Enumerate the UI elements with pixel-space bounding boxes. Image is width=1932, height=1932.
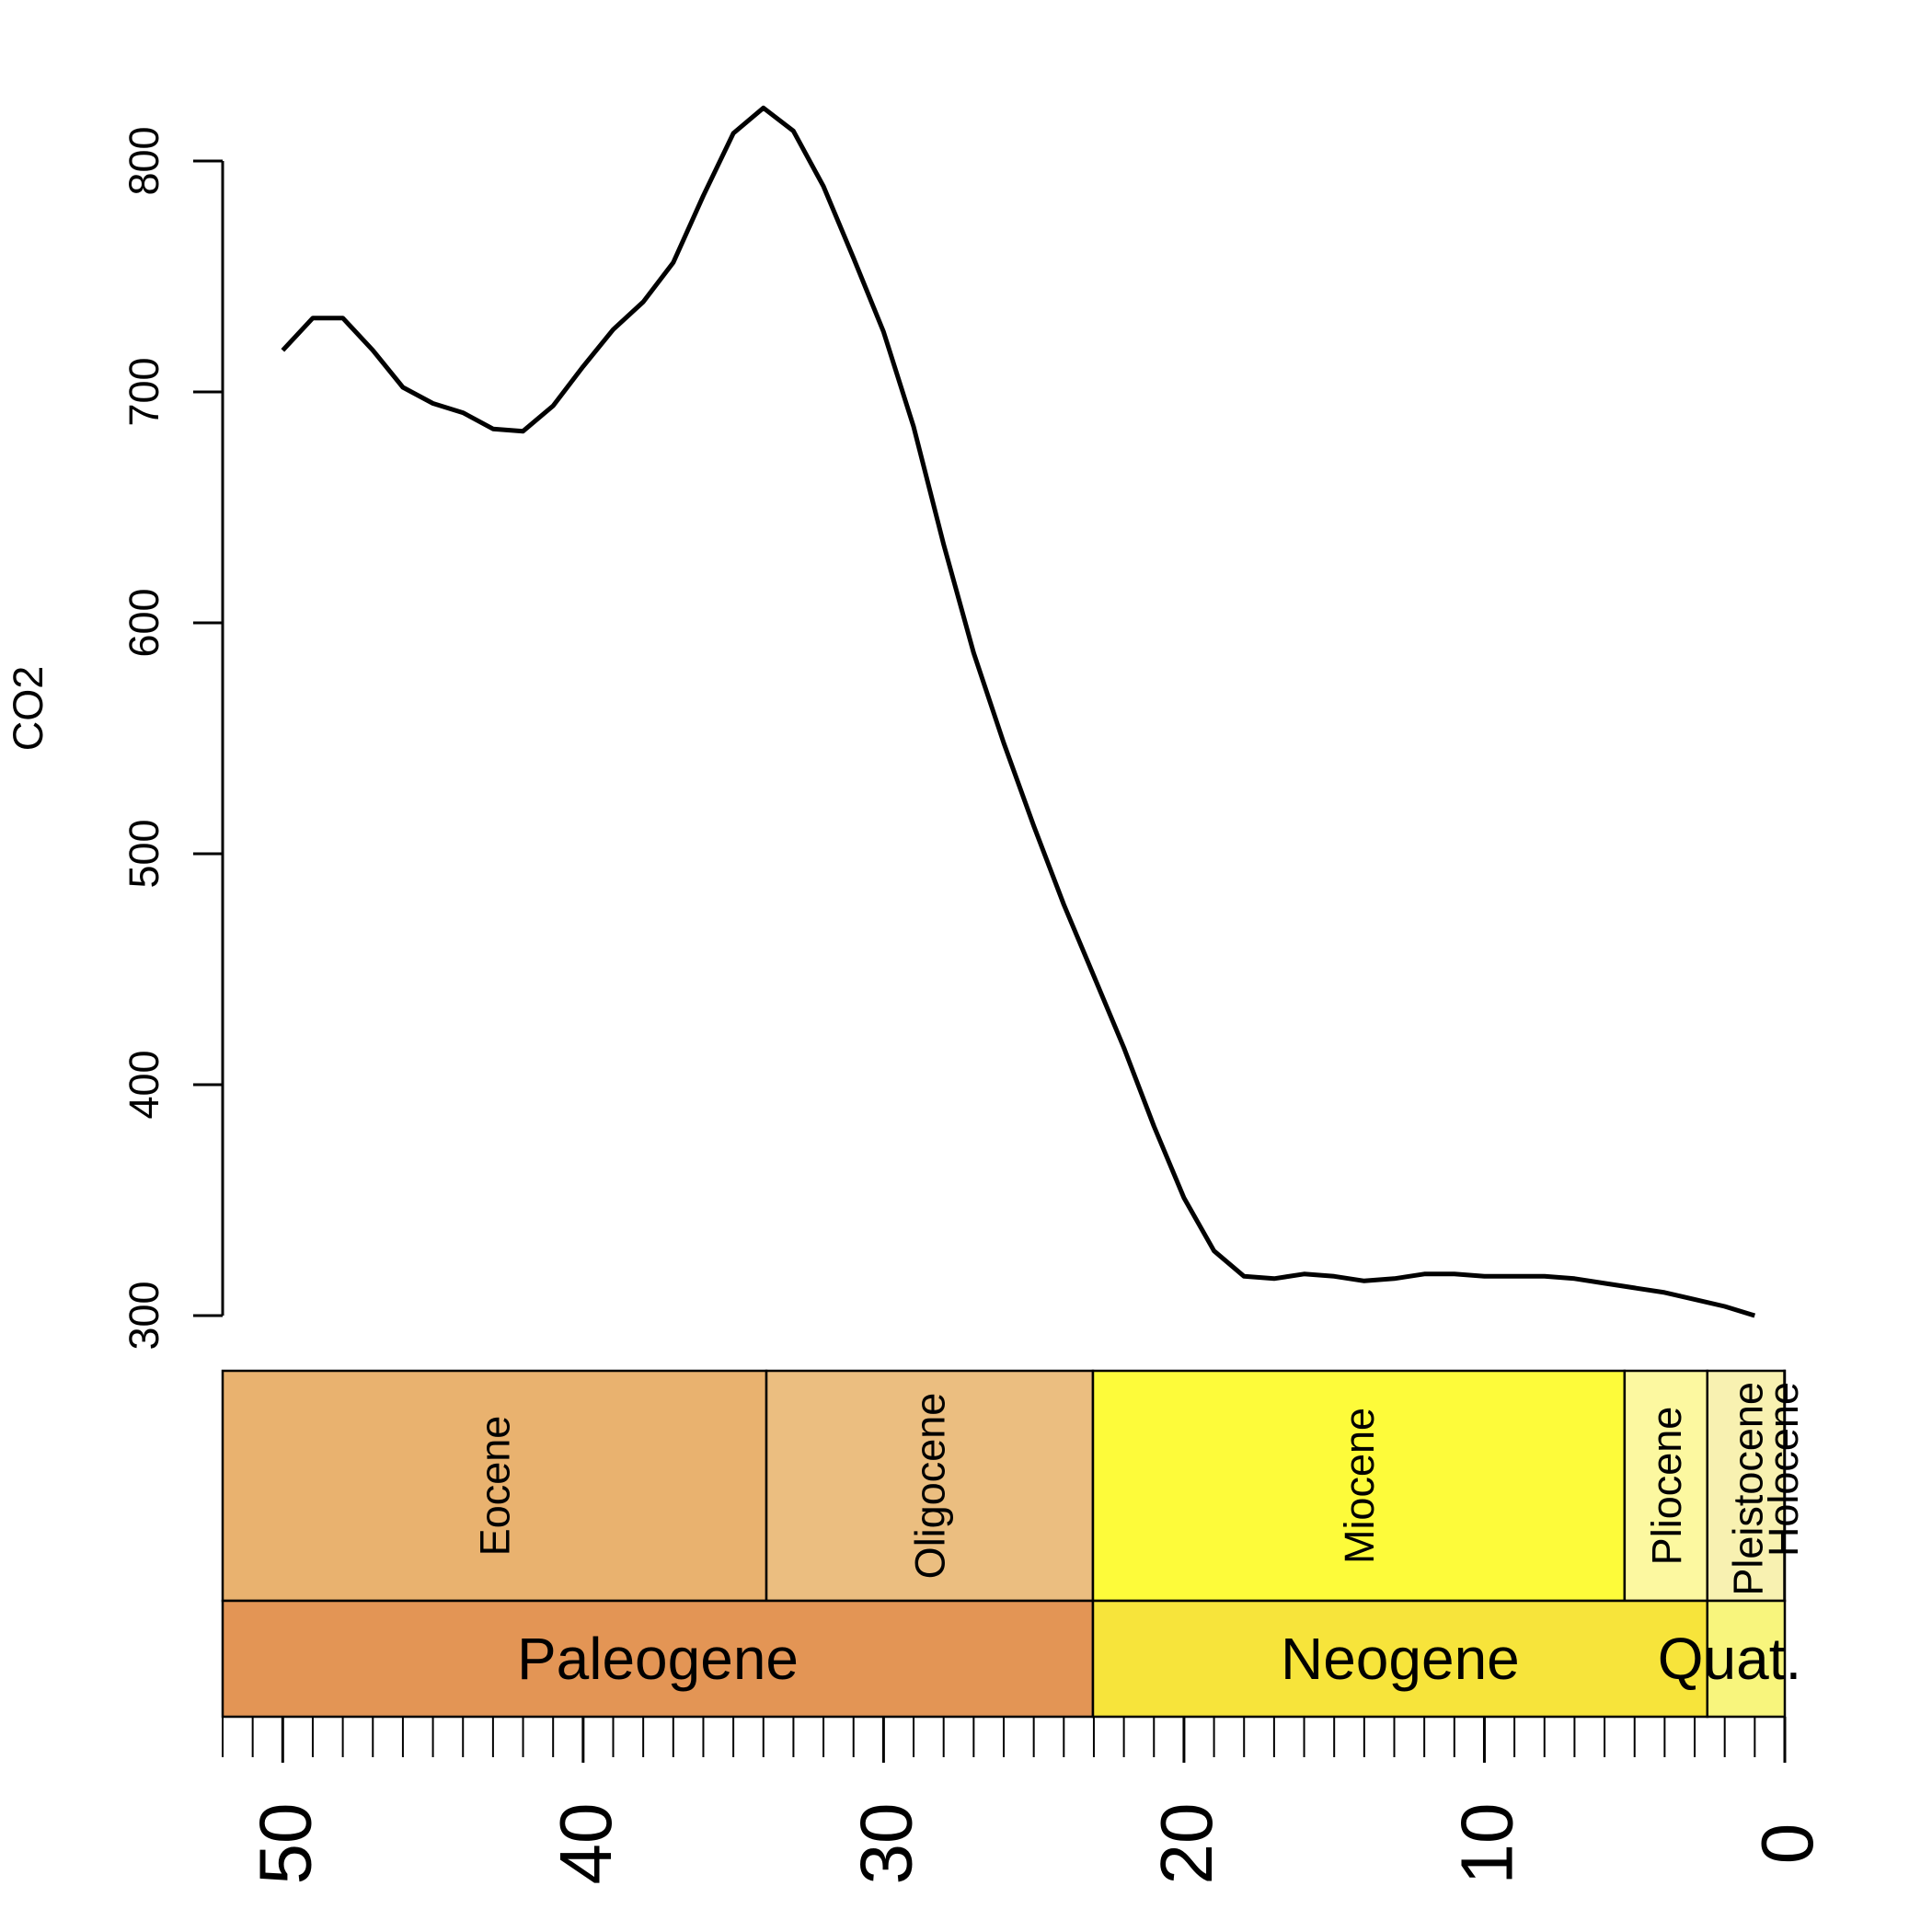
y-tick-label-700: 700 xyxy=(121,357,167,426)
epoch-oligocene-label: Oligocene xyxy=(907,1393,954,1580)
y-axis-label: CO2 xyxy=(5,666,52,752)
epoch-pleistocene-label: Pleistocene xyxy=(1725,1382,1772,1596)
epoch-pleistocene-box xyxy=(1706,1369,1786,1603)
x-tick-label-10: 10 xyxy=(1445,1803,1527,1885)
x-tick-label-20: 20 xyxy=(1145,1803,1227,1885)
co2-line xyxy=(281,105,1756,1318)
epoch-oligocene-box xyxy=(765,1369,1095,1603)
epoch-band: Eocene Oligocene Miocene Pliocene Pleistocen… xyxy=(221,1369,1807,1603)
period-paleogene-label: Paleogene xyxy=(517,1626,799,1692)
y-tick-label-500: 500 xyxy=(121,819,167,888)
period-neogene-label: Neogene xyxy=(1281,1626,1520,1692)
y-axis: 300 400 500 600 700 800 xyxy=(121,126,224,1351)
epoch-pliocene-box xyxy=(1623,1369,1709,1603)
epoch-miocene-box xyxy=(1091,1369,1627,1603)
epoch-holocene-label: Holocene xyxy=(1760,1382,1807,1557)
period-paleogene-box xyxy=(221,1599,1095,1719)
x-tick-label-0: 0 xyxy=(1746,1823,1828,1865)
period-quat-label: Quat. xyxy=(1658,1626,1802,1692)
x-tick-label-40: 40 xyxy=(545,1803,627,1885)
period-neogene-box xyxy=(1091,1599,1709,1719)
y-tick-label-600: 600 xyxy=(121,588,167,657)
y-tick-label-300: 300 xyxy=(121,1281,167,1350)
epoch-eocene-label: Eocene xyxy=(472,1416,519,1557)
x-tick-label-30: 30 xyxy=(845,1803,926,1885)
x-axis: 50 40 30 20 10 0 xyxy=(222,1717,1828,1885)
y-tick-label-800: 800 xyxy=(121,126,167,195)
co2-series xyxy=(281,105,1756,1318)
epoch-pliocene-label: Pliocene xyxy=(1643,1407,1690,1566)
x-tick-label-50: 50 xyxy=(244,1803,326,1885)
y-tick-label-400: 400 xyxy=(121,1050,167,1119)
epoch-miocene-label: Miocene xyxy=(1336,1408,1383,1564)
period-quat-box xyxy=(1706,1599,1787,1719)
period-band: Paleogene Neogene Quat. xyxy=(221,1599,1802,1719)
